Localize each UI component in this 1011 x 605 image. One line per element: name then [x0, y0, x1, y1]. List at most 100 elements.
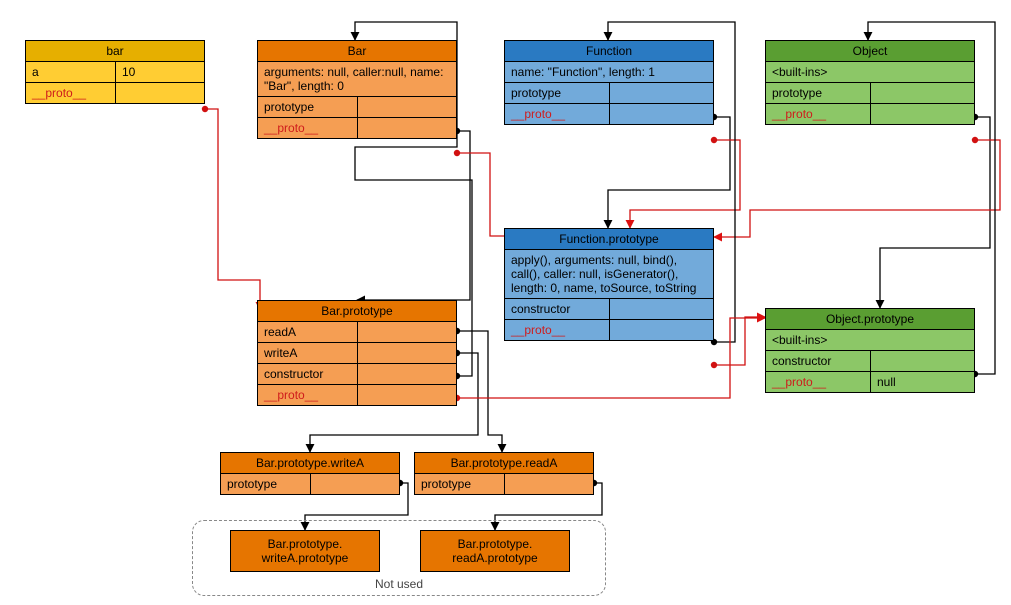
prop-val [504, 474, 593, 494]
prop-key: constructor [505, 299, 609, 319]
node-title: Bar.prototype [258, 301, 456, 322]
node-title: Function [505, 41, 713, 62]
node-row: __proto__ [258, 117, 456, 138]
node-row: <built-ins> [766, 62, 974, 82]
proto-key: __proto__ [258, 118, 357, 138]
node-row: <built-ins> [766, 330, 974, 350]
node-row: a10 [26, 62, 204, 82]
node-text: arguments: null, caller:null, name: "Bar… [258, 62, 456, 96]
node-text: <built-ins> [766, 330, 974, 350]
prop-val [870, 351, 974, 371]
node-title: Object.prototype [766, 309, 974, 330]
prop-val [609, 299, 713, 319]
prop-val [115, 83, 204, 103]
node-Object: Object<built-ins>prototype__proto__ [765, 40, 975, 125]
node-text: apply(), arguments: null, bind(), call()… [505, 250, 713, 298]
prop-key: readA [258, 322, 357, 342]
node-Bar: Bararguments: null, caller:null, name: "… [257, 40, 457, 139]
node-row: constructor [766, 350, 974, 371]
node-text: Bar.prototype. [235, 537, 375, 551]
edge-origin-dot [202, 106, 208, 112]
prop-val [357, 364, 456, 384]
prop-key: prototype [221, 474, 310, 494]
node-text: readA.prototype [425, 551, 565, 565]
prop-key: prototype [505, 83, 609, 103]
edge-origin-dot [711, 137, 717, 143]
node-BarProto: Bar.prototypereadAwriteAconstructor__pro… [257, 300, 457, 406]
node-row: prototype [415, 474, 593, 494]
prop-val [357, 385, 456, 405]
node-row: apply(), arguments: null, bind(), call()… [505, 250, 713, 298]
node-Function: Functionname: "Function", length: 1proto… [504, 40, 714, 125]
proto-key: __proto__ [258, 385, 357, 405]
node-text: name: "Function", length: 1 [505, 62, 713, 82]
prop-key: prototype [766, 83, 870, 103]
edge [714, 140, 1000, 237]
node-row: writeA [258, 342, 456, 363]
edge-origin-dot [972, 137, 978, 143]
prop-val [609, 104, 713, 124]
prop-key: writeA [258, 343, 357, 363]
edge [457, 331, 502, 452]
node-readAProto: Bar.prototype.readA.prototype [420, 530, 570, 572]
prop-val [357, 118, 456, 138]
edge [880, 117, 990, 308]
proto-key: __proto__ [766, 372, 870, 392]
prop-key: constructor [258, 364, 357, 384]
not-used-label: Not used [193, 577, 605, 591]
node-row: constructor [505, 298, 713, 319]
node-title: bar [26, 41, 204, 62]
proto-key: __proto__ [766, 104, 870, 124]
prop-val: 10 [115, 62, 204, 82]
edge [608, 117, 730, 228]
node-writeAProto: Bar.prototype.writeA.prototype [230, 530, 380, 572]
edge [714, 317, 765, 365]
edge [357, 131, 470, 300]
node-row: __proto__ [505, 103, 713, 124]
node-row: __proto__ [258, 384, 456, 405]
node-row: name: "Function", length: 1 [505, 62, 713, 82]
prop-val [310, 474, 399, 494]
node-text: Bar.prototype. [425, 537, 565, 551]
node-row: prototype [258, 96, 456, 117]
node-row: __proto__ [26, 82, 204, 103]
prop-val [609, 83, 713, 103]
prop-val [357, 343, 456, 363]
prop-val [870, 83, 974, 103]
node-row: __proto__ [505, 319, 713, 340]
node-row: __proto__null [766, 371, 974, 392]
node-row: readA [258, 322, 456, 342]
prop-key: prototype [258, 97, 357, 117]
proto-key: __proto__ [505, 320, 609, 340]
node-text: writeA.prototype [235, 551, 375, 565]
prop-val [357, 322, 456, 342]
node-FuncProto: Function.prototypeapply(), arguments: nu… [504, 228, 714, 341]
prop-key: a [26, 62, 115, 82]
edge [205, 109, 260, 310]
prop-val [357, 97, 456, 117]
node-ObjProto: Object.prototype<built-ins>constructor__… [765, 308, 975, 393]
prop-key: constructor [766, 351, 870, 371]
node-writeA: Bar.prototype.writeAprototype [220, 452, 400, 495]
prop-val [870, 104, 974, 124]
edge [630, 140, 740, 228]
prop-key: prototype [415, 474, 504, 494]
node-title: Bar.prototype.writeA [221, 453, 399, 474]
node-row: prototype [221, 474, 399, 494]
node-row: arguments: null, caller:null, name: "Bar… [258, 62, 456, 96]
node-bar: bara10__proto__ [25, 40, 205, 104]
node-title: Bar.prototype.readA [415, 453, 593, 474]
proto-key: __proto__ [26, 83, 115, 103]
edge-origin-dot [454, 150, 460, 156]
node-readA: Bar.prototype.readAprototype [414, 452, 594, 495]
edge [457, 153, 512, 236]
prop-val: null [870, 372, 974, 392]
node-row: prototype [505, 82, 713, 103]
node-title: Bar [258, 41, 456, 62]
node-row: prototype [766, 82, 974, 103]
proto-key: __proto__ [505, 104, 609, 124]
node-title: Object [766, 41, 974, 62]
node-row: constructor [258, 363, 456, 384]
prop-val [609, 320, 713, 340]
node-title: Function.prototype [505, 229, 713, 250]
